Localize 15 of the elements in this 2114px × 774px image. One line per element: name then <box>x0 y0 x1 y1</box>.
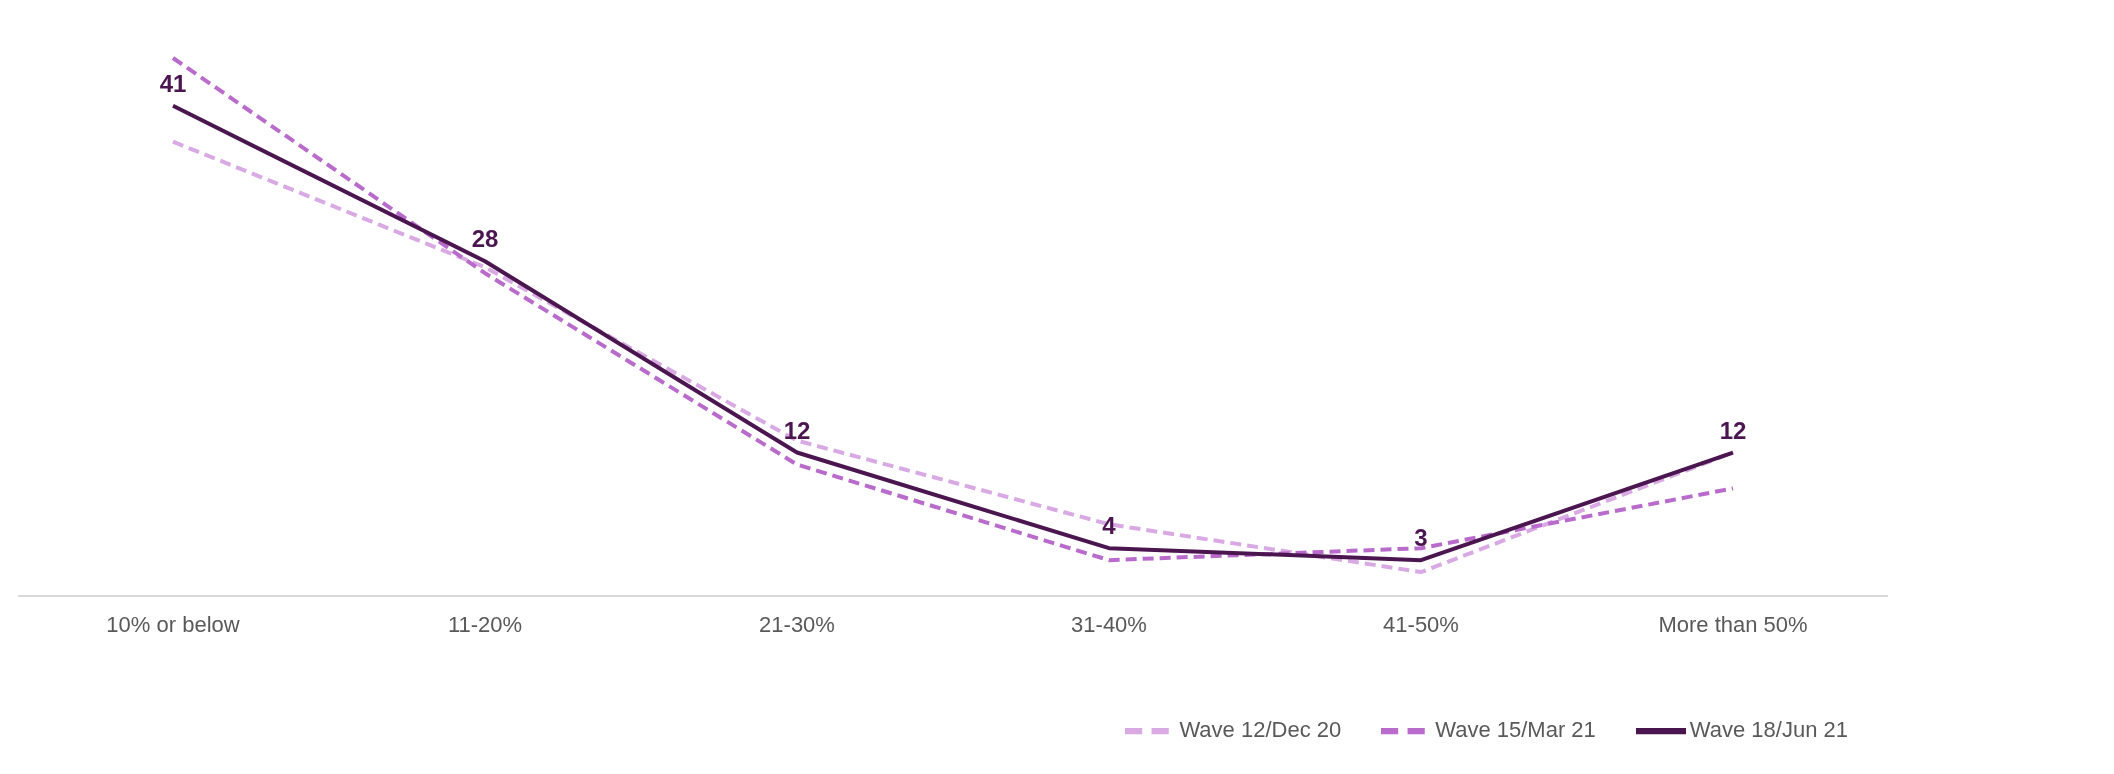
data-label: 3 <box>1414 524 1428 552</box>
x-tick-label: 41-50% <box>1383 611 1459 637</box>
data-label: 4 <box>1102 512 1117 540</box>
data-label: 41 <box>159 69 187 97</box>
legend-label: Wave 15/Mar 21 <box>1435 716 1596 742</box>
x-tick-label: 21-30% <box>759 611 835 637</box>
x-tick-label: 11-20% <box>447 611 523 637</box>
data-label: 12 <box>1719 416 1747 444</box>
data-label: 28 <box>471 225 499 253</box>
data-label: 12 <box>783 416 811 444</box>
legend-label: Wave 18/Jun 21 <box>1689 716 1848 742</box>
x-tick-label: 31-40% <box>1071 611 1147 637</box>
legend-label: Wave 12/Dec 20 <box>1179 716 1342 742</box>
x-tick-label: More than 50% <box>1658 611 1808 637</box>
x-tick-label: 10% or below <box>106 611 240 637</box>
